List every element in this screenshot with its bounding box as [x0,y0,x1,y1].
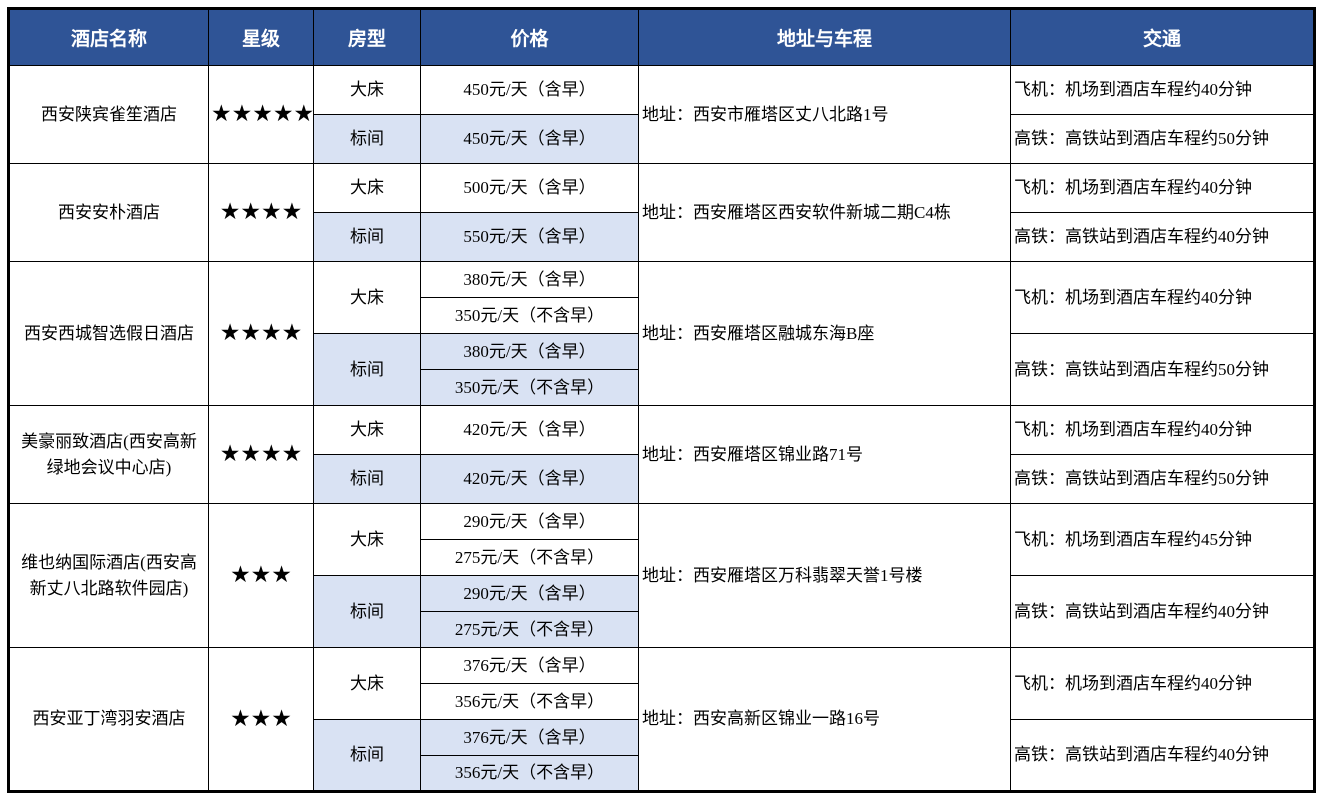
hotel-row-3-sub-1: 西安西城智选假日酒店 ★★★★ 大床 380元/天（含早） 地址：西安雁塔区融城东海B座… [8,261,1315,406]
hotel-row-5-sub-3: 标间 290元/天（含早） 高铁：高铁站到酒店车程约40分钟 [9,575,1315,648]
transport-train-cell: 高铁：高铁站到酒店车程约40分钟 [1010,719,1315,792]
price-cell: 356元/天（不含早） [420,755,639,792]
price-cell: 380元/天（含早） [420,333,639,370]
room-type-cell: 标间 [313,719,421,792]
hotel-row-3-sub-4: 350元/天（不含早） [9,369,1315,406]
room-type-cell: 标间 [313,212,421,262]
price-cell: 420元/天（含早） [420,454,639,504]
room-type-cell: 大床 [313,163,421,213]
price-cell: 376元/天（含早） [420,719,639,756]
hotel-row-5-sub-1: 维也纳国际酒店(西安高新丈八北路软件园店) ★★★ 大床 290元/天（含早） 地址：西… [8,503,1315,648]
header-address: 地址与车程 [638,8,1011,66]
hotel-row-2-sub-2: 标间 550元/天（含早） 高铁：高铁站到酒店车程约40分钟 [9,212,1315,262]
star-rating-cell: ★★★★ [208,261,314,406]
star-rating-cell: ★★★ [208,647,314,792]
transport-flight-cell: 飞机：机场到酒店车程约40分钟 [1010,261,1315,334]
star-rating-cell: ★★★★ [208,163,314,262]
price-cell: 500元/天（含早） [420,163,639,213]
header-star-rating: 星级 [208,8,314,66]
hotel-row-4-sub-1: 美豪丽致酒店(西安高新绿地会议中心店) ★★★★ 大床 420元/天（含早） 地址：西安… [8,405,1315,504]
room-type-cell: 大床 [313,647,421,720]
hotel-row-5-sub-4: 275元/天（不含早） [9,611,1315,648]
price-cell: 450元/天（含早） [420,114,639,164]
address-cell: 地址：西安雁塔区锦业路71号 [638,405,1011,504]
transport-flight-cell: 飞机：机场到酒店车程约40分钟 [1010,647,1315,720]
hotel-name-cell: 西安安朴酒店 [8,163,209,262]
header-transport: 交通 [1010,8,1315,66]
header-hotel-name: 酒店名称 [8,8,209,66]
hotel-row-6-sub-4: 356元/天（不含早） [9,755,1315,792]
price-cell: 420元/天（含早） [420,405,639,455]
address-cell: 地址：西安高新区锦业一路16号 [638,647,1011,792]
price-cell: 450元/天（含早） [420,65,639,115]
transport-flight-cell: 飞机：机场到酒店车程约40分钟 [1010,163,1315,213]
room-type-cell: 大床 [313,261,421,334]
transport-flight-cell: 飞机：机场到酒店车程约40分钟 [1010,65,1315,115]
hotel-row-6-sub-1: 西安亚丁湾羽安酒店 ★★★ 大床 376元/天（含早） 地址：西安高新区锦业一路16号飞… [8,647,1315,792]
price-cell: 350元/天（不含早） [420,369,639,406]
hotel-row-3-sub-3: 标间 380元/天（含早） 高铁：高铁站到酒店车程约50分钟 [9,333,1315,406]
price-cell: 376元/天（含早） [420,647,639,684]
room-type-cell: 大床 [313,503,421,576]
price-cell: 275元/天（不含早） [420,611,639,648]
price-cell: 380元/天（含早） [420,261,639,298]
room-type-cell: 标间 [313,454,421,504]
room-type-cell: 大床 [313,405,421,455]
hotel-name-cell: 西安陕宾雀笙酒店 [8,65,209,164]
price-cell: 290元/天（含早） [420,503,639,540]
address-cell: 地址：西安雁塔区融城东海B座 [638,261,1011,406]
price-cell: 275元/天（不含早） [420,539,639,576]
transport-train-cell: 高铁：高铁站到酒店车程约40分钟 [1010,575,1315,648]
hotel-table-body: 西安陕宾雀笙酒店 ★★★★★ 大床 450元/天（含早） 地址：西安市雁塔区丈八北路1号… [8,65,1315,792]
hotel-row-6-sub-2: 356元/天（不含早） [9,683,1315,720]
header-price: 价格 [420,8,639,66]
room-type-cell: 大床 [313,65,421,115]
transport-train-cell: 高铁：高铁站到酒店车程约50分钟 [1010,114,1315,164]
hotel-name-cell: 西安亚丁湾羽安酒店 [8,647,209,792]
hotel-row-1-sub-2: 标间 450元/天（含早） 高铁：高铁站到酒店车程约50分钟 [9,114,1315,164]
hotel-row-3-sub-2: 350元/天（不含早） [9,297,1315,334]
transport-train-cell: 高铁：高铁站到酒店车程约50分钟 [1010,454,1315,504]
header-room-type: 房型 [313,8,421,66]
price-cell: 550元/天（含早） [420,212,639,262]
price-cell: 356元/天（不含早） [420,683,639,720]
transport-flight-cell: 飞机：机场到酒店车程约40分钟 [1010,405,1315,455]
transport-train-cell: 高铁：高铁站到酒店车程约50分钟 [1010,333,1315,406]
hotel-row-1-sub-1: 西安陕宾雀笙酒店 ★★★★★ 大床 450元/天（含早） 地址：西安市雁塔区丈八北路1号… [8,65,1315,164]
header-row: 酒店名称 星级 房型 价格 地址与车程 交通 [8,8,1315,66]
hotel-row-6-sub-3: 标间 376元/天（含早） 高铁：高铁站到酒店车程约40分钟 [9,719,1315,792]
transport-train-cell: 高铁：高铁站到酒店车程约40分钟 [1010,212,1315,262]
room-type-cell: 标间 [313,333,421,406]
room-type-cell: 标间 [313,114,421,164]
room-type-cell: 标间 [313,575,421,648]
hotel-name-cell: 维也纳国际酒店(西安高新丈八北路软件园店) [8,503,209,648]
address-cell: 地址：西安雁塔区西安软件新城二期C4栋 [638,163,1011,262]
hotel-name-cell: 美豪丽致酒店(西安高新绿地会议中心店) [8,405,209,504]
price-cell: 290元/天（含早） [420,575,639,612]
hotel-name-cell: 西安西城智选假日酒店 [8,261,209,406]
hotel-table: 酒店名称 星级 房型 价格 地址与车程 交通 西安陕宾雀笙酒店 ★★★★★ 大床 45… [7,7,1316,793]
star-rating-cell: ★★★ [208,503,314,648]
star-rating-cell: ★★★★★ [208,65,314,164]
address-cell: 地址：西安市雁塔区丈八北路1号 [638,65,1011,164]
hotel-row-4-sub-2: 标间 420元/天（含早） 高铁：高铁站到酒店车程约50分钟 [9,454,1315,504]
transport-flight-cell: 飞机：机场到酒店车程约45分钟 [1010,503,1315,576]
hotel-row-2-sub-1: 西安安朴酒店 ★★★★ 大床 500元/天（含早） 地址：西安雁塔区西安软件新城二期C4… [8,163,1315,262]
address-cell: 地址：西安雁塔区万科翡翠天誉1号楼 [638,503,1011,648]
star-rating-cell: ★★★★ [208,405,314,504]
price-cell: 350元/天（不含早） [420,297,639,334]
